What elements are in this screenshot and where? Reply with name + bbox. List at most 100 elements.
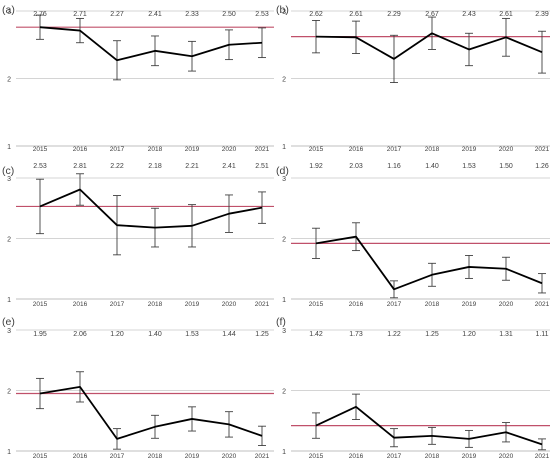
y-tick-label: 1 <box>7 297 11 304</box>
data-label: 1.26 <box>535 163 549 170</box>
x-tick-label: 2016 <box>349 453 364 460</box>
x-tick-label: 2018 <box>425 453 440 460</box>
data-label: 1.42 <box>309 331 323 338</box>
data-label: 1.25 <box>425 331 439 338</box>
data-label: 1.44 <box>222 331 236 338</box>
data-label: 2.27 <box>110 11 124 18</box>
x-tick-label: 2015 <box>309 453 324 460</box>
panel-label: (c) <box>2 165 14 177</box>
data-label: 1.95 <box>33 331 47 338</box>
y-tick-label: 1 <box>282 297 286 304</box>
data-label: 2.81 <box>73 163 87 170</box>
data-label: 2.61 <box>349 11 363 18</box>
panel-label: (f) <box>276 316 286 328</box>
data-label: 1.92 <box>309 163 323 170</box>
x-tick-label: 2020 <box>222 301 237 308</box>
data-label: 1.22 <box>387 331 401 338</box>
x-tick-label: 2015 <box>33 301 48 308</box>
x-tick-label: 2020 <box>499 301 514 308</box>
data-label: 2.51 <box>255 163 269 170</box>
data-label: 2.41 <box>148 11 162 18</box>
data-label: 2.39 <box>535 11 549 18</box>
x-tick-label: 2020 <box>499 146 514 153</box>
y-tick-label: 3 <box>7 176 11 183</box>
x-tick-label: 2017 <box>110 301 125 308</box>
x-tick-label: 2020 <box>222 146 237 153</box>
panel-label: (b) <box>276 4 289 16</box>
series-line <box>315 32 543 60</box>
chart-panel-b: (b) 1 2 3 2015 2016 2017 2018 2019 2020 2021 2.62 2.… <box>276 4 550 153</box>
chart-panel-e: (e) 1 2 3 2015 2016 2017 2018 2019 2020 2021 1.95 2.… <box>2 316 274 460</box>
x-tick-label: 2018 <box>148 453 163 460</box>
x-tick-label: 2018 <box>148 146 163 153</box>
y-tick-label: 3 <box>282 9 286 16</box>
x-tick-label: 2019 <box>462 453 477 460</box>
y-tick-label: 3 <box>282 328 286 335</box>
chart-panel-d: (d) 1 2 3 2015 2016 2017 2018 2019 2020 2021 1.92 2.… <box>276 163 550 308</box>
data-label: 1.11 <box>535 331 548 338</box>
x-tick-label: 2015 <box>33 453 48 460</box>
y-tick-label: 3 <box>7 328 11 335</box>
series-line <box>315 235 543 291</box>
x-tick-label: 2017 <box>387 146 402 153</box>
data-label: 2.53 <box>33 163 47 170</box>
series-line <box>315 405 543 446</box>
x-tick-label: 2019 <box>185 301 200 308</box>
data-label: 2.41 <box>222 163 236 170</box>
data-label: 1.53 <box>185 331 199 338</box>
x-tick-label: 2018 <box>148 301 163 308</box>
series-line <box>39 188 263 229</box>
y-tick-label: 2 <box>282 389 286 396</box>
x-tick-label: 2021 <box>535 146 550 153</box>
y-tick-label: 1 <box>7 449 11 456</box>
x-tick-label: 2021 <box>535 453 550 460</box>
data-label: 2.22 <box>110 163 124 170</box>
data-label: 2.29 <box>387 11 401 18</box>
x-tick-label: 2016 <box>349 146 364 153</box>
data-label: 2.67 <box>425 11 439 18</box>
x-tick-label: 2015 <box>33 146 48 153</box>
data-label: 1.53 <box>462 163 476 170</box>
y-tick-label: 2 <box>7 237 11 244</box>
x-tick-label: 2016 <box>73 301 88 308</box>
y-tick-label: 2 <box>7 77 11 84</box>
x-tick-label: 2019 <box>185 146 200 153</box>
data-label: 2.50 <box>222 11 236 18</box>
data-label: 1.50 <box>499 163 513 170</box>
x-tick-label: 2019 <box>462 301 477 308</box>
y-tick-label: 3 <box>7 9 11 16</box>
chart-panel-a: (a) 1 2 3 2015 2016 2017 2018 2019 2020 2021 2.76 2.… <box>2 4 274 153</box>
data-label: 1.16 <box>387 163 401 170</box>
x-tick-label: 2020 <box>222 453 237 460</box>
data-label: 2.21 <box>185 163 199 170</box>
y-tick-label: 2 <box>282 237 286 244</box>
x-tick-label: 2017 <box>110 453 125 460</box>
data-label: 1.25 <box>255 331 269 338</box>
y-tick-label: 2 <box>282 77 286 84</box>
x-tick-label: 2015 <box>309 146 324 153</box>
y-tick-label: 1 <box>7 144 11 151</box>
panel-label: (e) <box>2 316 15 328</box>
x-tick-label: 2017 <box>387 301 402 308</box>
data-label: 1.73 <box>349 331 363 338</box>
data-label: 2.33 <box>185 11 199 18</box>
x-tick-label: 2021 <box>255 453 270 460</box>
x-tick-label: 2019 <box>185 453 200 460</box>
data-label: 2.06 <box>73 331 87 338</box>
series-line <box>39 385 263 440</box>
data-label: 2.71 <box>73 11 87 18</box>
series-line <box>39 26 263 62</box>
data-label: 2.61 <box>499 11 513 18</box>
x-tick-label: 2021 <box>255 146 270 153</box>
x-tick-label: 2018 <box>425 146 440 153</box>
data-label: 1.31 <box>499 331 513 338</box>
chart-panel-f: (f) 1 2 3 2015 2016 2017 2018 2019 2020 2021 1.42 1.… <box>276 316 550 460</box>
x-tick-label: 2016 <box>349 301 364 308</box>
data-label: 1.40 <box>148 331 162 338</box>
data-label: 2.76 <box>33 11 47 18</box>
data-label: 2.53 <box>255 11 269 18</box>
x-tick-label: 2016 <box>73 146 88 153</box>
y-tick-label: 3 <box>282 176 286 183</box>
